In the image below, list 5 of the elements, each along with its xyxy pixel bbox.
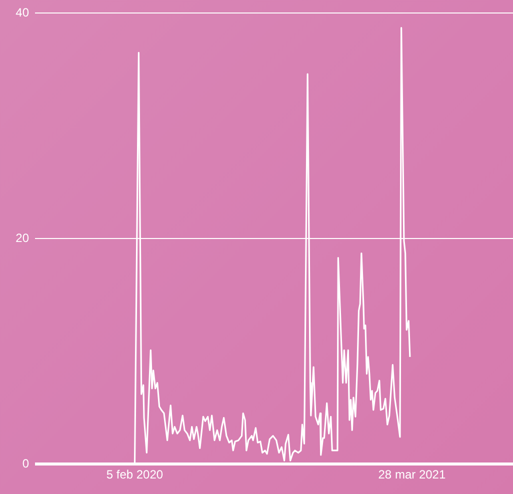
y-tick-label: 0 [22, 456, 30, 470]
x-tick-label: 5 feb 2020 [106, 468, 164, 482]
y-tick-label: 40 [16, 6, 30, 20]
y-tick-label: 20 [16, 230, 30, 245]
x-tick-label: 28 mar 2021 [378, 468, 446, 482]
